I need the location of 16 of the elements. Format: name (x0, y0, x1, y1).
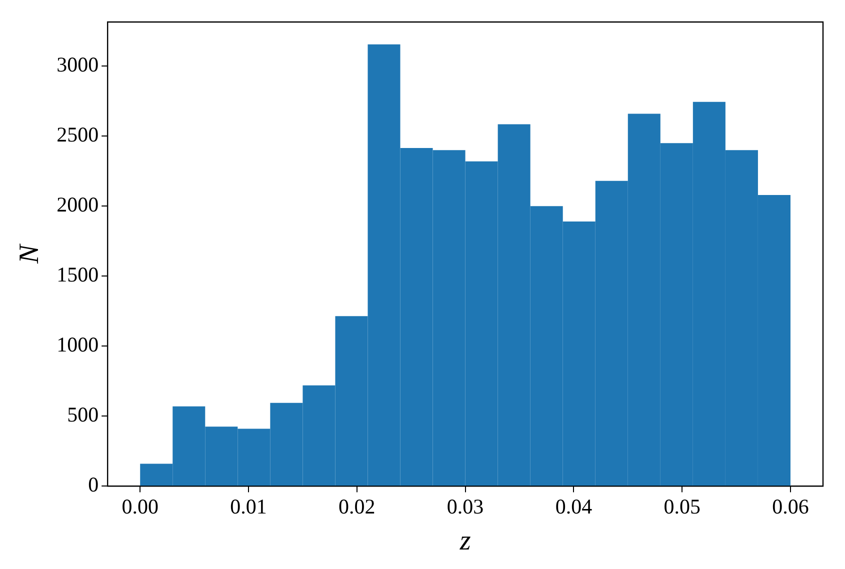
x-tick-label: 0.02 (338, 494, 376, 518)
x-axis-title: z (458, 526, 471, 557)
y-tick-label: 3000 (56, 52, 99, 77)
y-tick-label: 2500 (56, 122, 99, 147)
y-tick-label: 1000 (56, 332, 99, 357)
y-tick-label: 2000 (56, 192, 99, 217)
x-tick-label: 0.04 (555, 494, 593, 518)
x-tick-label: 0.06 (772, 494, 809, 518)
x-tick-label: 0.03 (446, 494, 484, 518)
y-tick-label: 500 (67, 402, 99, 427)
y-tick-label: 1500 (56, 262, 99, 287)
y-tick-label: 0 (88, 472, 99, 497)
y-axis-title: N (14, 243, 46, 264)
x-tick-label: 0.05 (664, 494, 700, 518)
x-tick-label: 0.01 (230, 494, 267, 518)
x-tick-label: 0.00 (122, 494, 158, 518)
